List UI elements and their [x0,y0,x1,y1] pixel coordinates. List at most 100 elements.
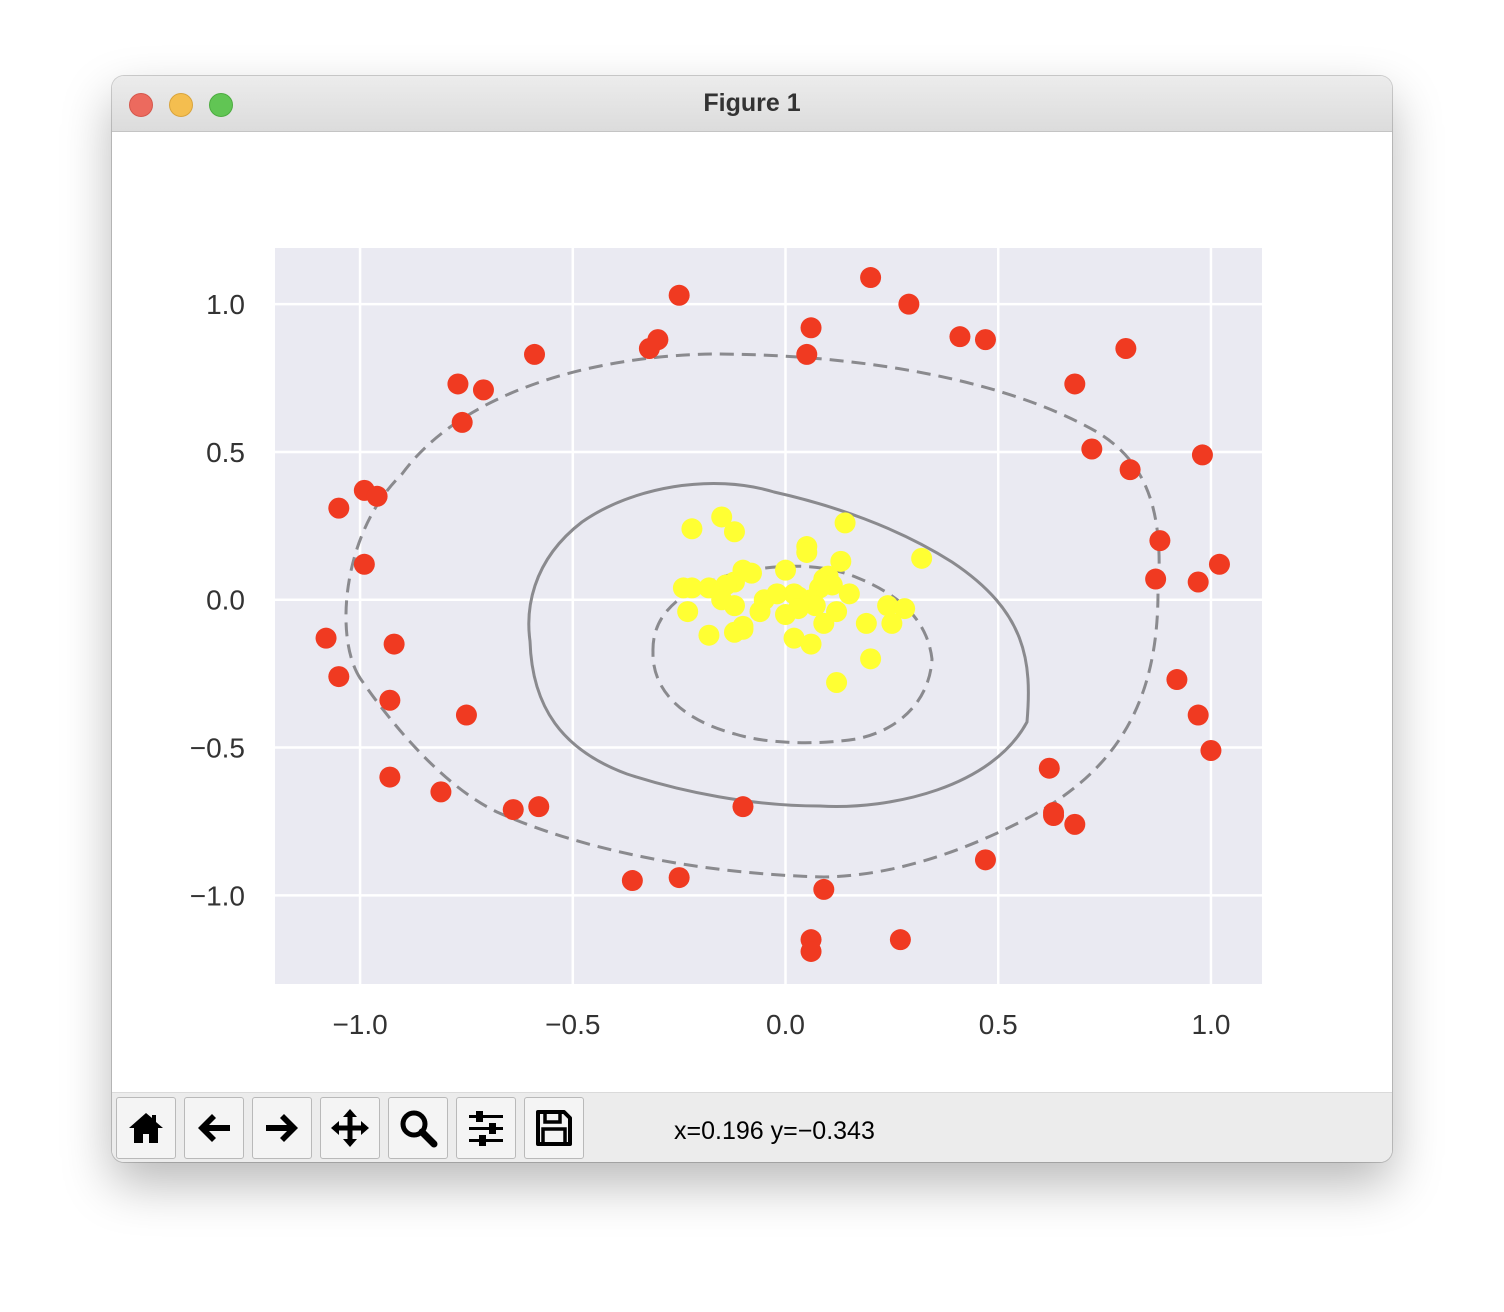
data-point-yellow [881,612,903,634]
data-point-red [796,343,818,365]
x-tick-label: −0.5 [545,1009,600,1040]
data-point-yellow [796,541,818,563]
data-point-yellow [775,559,797,581]
data-point-red [1208,553,1230,575]
data-point-red [1166,669,1188,691]
data-point-yellow [677,601,699,623]
data-point-red [898,293,920,315]
data-point-red [1038,757,1060,779]
data-point-yellow [681,577,703,599]
data-point-yellow [894,598,916,620]
window-title: Figure 1 [703,89,801,117]
data-point-red [328,497,350,519]
close-window-button[interactable] [129,93,153,117]
data-point-yellow [723,521,745,543]
data-point-red [889,929,911,951]
data-point-yellow [698,624,720,646]
data-point-yellow [749,601,771,623]
data-point-red [1200,739,1222,761]
home-icon [129,1113,163,1143]
contour-boundary [527,482,1030,808]
data-point-red [447,373,469,395]
data-point-yellow [826,672,848,694]
minimize-window-button[interactable] [169,93,193,117]
data-point-red [1064,813,1086,835]
data-point-red [1145,568,1167,590]
x-tick-label: 0.0 [766,1009,805,1040]
data-point-red [528,796,550,818]
data-point-red [974,849,996,871]
data-point-red [949,326,971,348]
magnifier-icon [400,1110,438,1148]
y-tick-label: 1.0 [206,289,245,320]
home-button[interactable] [116,1097,176,1159]
data-point-yellow [681,518,703,540]
data-point-red [502,799,524,821]
move-icon [331,1109,369,1147]
data-point-red [1081,438,1103,460]
data-point-red [328,666,350,688]
data-point-red [472,379,494,401]
tick-labels: −1.0 −0.5 0.0 0.5 1.0 1.0 0.5 0.0 −0.5 −1.0 [190,289,1231,1040]
data-point-red [1064,373,1086,395]
title-bar[interactable]: Figure 1 [112,76,1392,132]
y-tick-label: 0.0 [206,585,245,616]
data-point-red [974,329,996,351]
data-point-yellow [711,589,733,611]
data-point-red [1149,530,1171,552]
arrow-right-icon [266,1114,298,1142]
data-point-red [1119,459,1141,481]
data-point-red [455,704,477,726]
data-point-red [1187,704,1209,726]
figure-window: Figure 1 −1.0 −0.5 0.0 0.5 1.0 1.0 0.5 0.0 −0.5−… [112,76,1392,1162]
data-point-red [315,627,337,649]
navigation-toolbar: x=0.196 y=−0.343 [112,1092,1392,1162]
data-point-yellow [732,615,754,637]
data-point-red [1187,571,1209,593]
sliders-icon [469,1111,503,1146]
back-button[interactable] [184,1097,244,1159]
pan-button[interactable] [320,1097,380,1159]
arrow-left-icon [198,1114,230,1142]
data-point-red [860,267,882,289]
data-point-yellow [855,612,877,634]
data-point-yellow [804,595,826,617]
maximize-window-button[interactable] [209,93,233,117]
data-point-yellow [838,583,860,605]
data-point-yellow [783,627,805,649]
data-point-yellow [834,512,856,534]
data-point-red [524,343,546,365]
zoom-button[interactable] [388,1097,448,1159]
data-point-yellow [830,550,852,572]
x-tick-label: −1.0 [332,1009,387,1040]
y-tick-label: −0.5 [190,733,245,764]
data-point-red [813,878,835,900]
data-point-red [379,766,401,788]
data-point-yellow [860,648,882,670]
data-point-red [383,633,405,655]
data-point-yellow [787,598,809,620]
data-point-red [800,940,822,962]
data-point-yellow [711,506,733,528]
data-point-red [638,337,660,359]
y-tick-label: 0.5 [206,437,245,468]
data-point-red [366,485,388,507]
forward-button[interactable] [252,1097,312,1159]
x-tick-label: 0.5 [979,1009,1018,1040]
figure-canvas[interactable]: −1.0 −0.5 0.0 0.5 1.0 1.0 0.5 0.0 −0.5 −1.0 [112,132,1392,1092]
data-point-red [732,796,754,818]
data-point-yellow [800,633,822,655]
data-point-yellow [911,547,933,569]
data-point-red [430,781,452,803]
data-point-yellow [740,562,762,584]
cursor-coordinates: x=0.196 y=−0.343 [674,1117,875,1145]
configure-subplots-button[interactable] [456,1097,516,1159]
scatter-chart[interactable]: −1.0 −0.5 0.0 0.5 1.0 1.0 0.5 0.0 −0.5 −1.0 [112,132,1392,1092]
data-point-red [353,553,375,575]
data-point-red [800,317,822,339]
data-point-red [668,284,690,306]
save-button[interactable] [524,1097,584,1159]
data-point-red [621,870,643,892]
data-point-red [451,411,473,433]
data-points [315,267,1230,962]
